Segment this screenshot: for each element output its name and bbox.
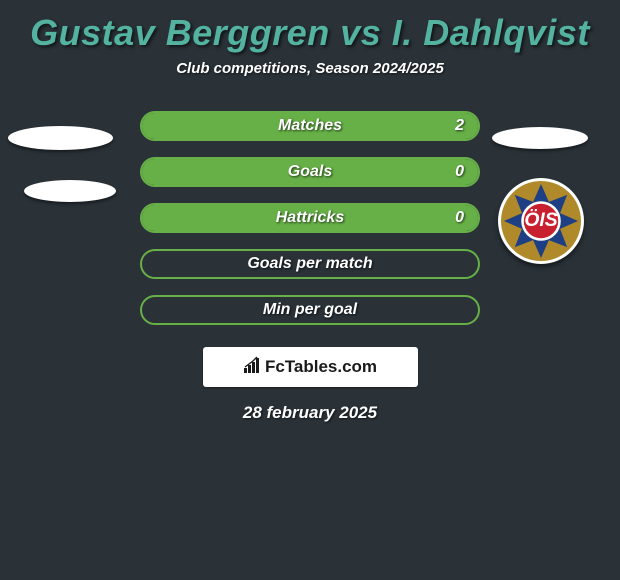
date-text: 28 february 2025 <box>0 403 620 423</box>
left-ellipse <box>24 180 116 202</box>
svg-text:ÖIS: ÖIS <box>524 208 557 231</box>
stat-label: Hattricks <box>142 205 478 231</box>
stat-row: Min per goal <box>0 287 620 333</box>
stat-bar: Goals per match <box>140 249 480 279</box>
stat-bar: Matches2 <box>140 111 480 141</box>
page-title: Gustav Berggren vs I. Dahlqvist <box>0 0 620 54</box>
stat-bar: Hattricks0 <box>140 203 480 233</box>
right-ellipse <box>492 127 588 149</box>
stat-label: Goals <box>142 159 478 185</box>
page-subtitle: Club competitions, Season 2024/2025 <box>0 60 620 77</box>
stat-label: Min per goal <box>142 297 478 323</box>
stat-label: Goals per match <box>142 251 478 277</box>
stat-value: 0 <box>455 159 464 185</box>
stat-label: Matches <box>142 113 478 139</box>
signal-bars-icon <box>243 356 261 379</box>
stat-value: 2 <box>455 113 464 139</box>
watermark-text: FcTables.com <box>265 357 377 377</box>
left-ellipse <box>8 126 113 150</box>
club-badge-right: ÖIS <box>498 178 584 264</box>
watermark: FcTables.com <box>203 347 418 387</box>
stat-bar: Goals0 <box>140 157 480 187</box>
stat-bar: Min per goal <box>140 295 480 325</box>
stat-value: 0 <box>455 205 464 231</box>
